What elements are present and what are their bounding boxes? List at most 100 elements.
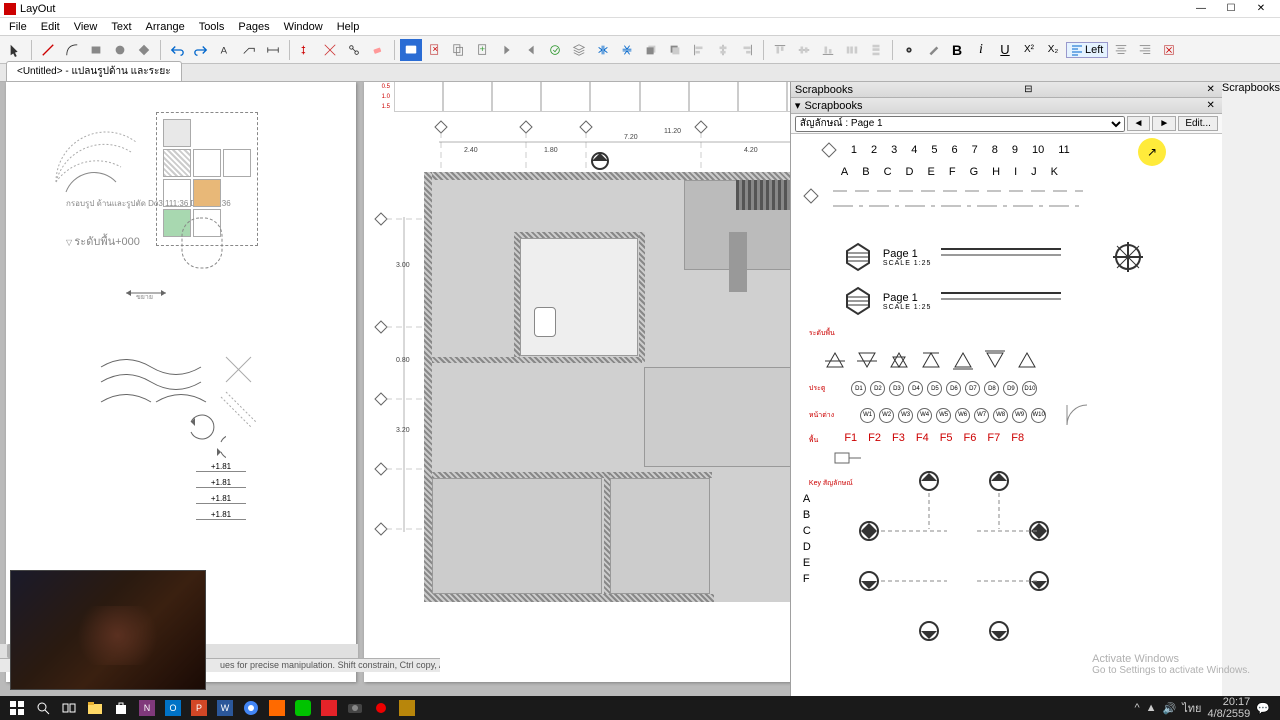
italic-button[interactable]: i [970, 39, 992, 61]
search-icon[interactable] [31, 698, 55, 718]
dup-page-button[interactable] [448, 39, 470, 61]
scrapbook-content[interactable]: 1234567891011 ABCDEFGHIJK Page 1SCALE 1:… [791, 134, 1222, 696]
flip-v-button[interactable] [616, 39, 638, 61]
app-icon-1[interactable] [265, 698, 289, 718]
next-page-button[interactable] [496, 39, 518, 61]
panel-side-tab[interactable]: Scrapbooks [1222, 82, 1280, 696]
line-icon[interactable] [291, 698, 315, 718]
align-bottom-button[interactable] [817, 39, 839, 61]
add-page-button[interactable]: × [424, 39, 446, 61]
door-symbols[interactable]: D1D2D3D4D5D6D7D8D9D10 [851, 381, 1037, 396]
panel-close-icon-2[interactable]: ✕ [1204, 100, 1218, 111]
split-tool[interactable] [319, 39, 341, 61]
sketchup-icon[interactable] [317, 698, 341, 718]
align-center-text-button[interactable] [1110, 39, 1132, 61]
store-icon[interactable] [109, 698, 133, 718]
redo-button[interactable] [190, 39, 212, 61]
taskbar[interactable]: N O P W ^ ▲ 🔊 ไทย 20:17 4/8/2559 💬 [0, 696, 1280, 720]
taskview-icon[interactable] [57, 698, 81, 718]
scrapbook-selector[interactable]: สัญลักษณ์ : Page 1 [795, 116, 1125, 132]
polygon-tool[interactable] [133, 39, 155, 61]
superscript-button[interactable]: X² [1018, 39, 1040, 61]
menu-tools[interactable]: Tools [192, 19, 232, 35]
finish-labels[interactable]: F1F2F3F4F5F6F7F8 [844, 432, 1024, 444]
powerpoint-icon[interactable]: P [187, 698, 211, 718]
panel-close-icon[interactable]: ✕ [1204, 84, 1218, 95]
text-align-selector[interactable]: Left [1066, 42, 1108, 58]
camera-icon[interactable] [343, 698, 367, 718]
tray-volume-icon[interactable]: 🔊 [1163, 702, 1177, 715]
undo-button[interactable] [166, 39, 188, 61]
panel-header-1[interactable]: Scrapbooks ⊟ ✕ [791, 82, 1222, 98]
align-right-button[interactable] [736, 39, 758, 61]
explorer-icon[interactable] [83, 698, 107, 718]
bold-button[interactable]: B [946, 39, 968, 61]
word-icon[interactable]: W [213, 698, 237, 718]
title-block-2[interactable]: Page 1SCALE 1:25 [843, 286, 1210, 316]
layout-taskbar-icon[interactable] [395, 698, 419, 718]
text-tool[interactable]: A [214, 39, 236, 61]
align-center-button[interactable] [712, 39, 734, 61]
clip-tool[interactable] [295, 39, 317, 61]
select-tool[interactable] [4, 39, 26, 61]
line-tool[interactable] [37, 39, 59, 61]
system-tray[interactable]: ^ ▲ 🔊 ไทย 20:17 4/8/2559 💬 [1134, 696, 1276, 720]
nav-next-button[interactable]: ► [1152, 116, 1176, 131]
style-apply-button[interactable] [922, 39, 944, 61]
subscript-button[interactable]: X₂ [1042, 39, 1064, 61]
outlook-icon[interactable]: O [161, 698, 185, 718]
align-top-button[interactable] [769, 39, 791, 61]
window-symbols[interactable]: W1W2W3W4W5W6W7W8W9W10 [860, 408, 1046, 423]
layers-button[interactable] [568, 39, 590, 61]
close-button[interactable]: ✕ [1246, 1, 1276, 17]
tray-lang-icon[interactable]: ไทย [1182, 699, 1201, 717]
send-back-button[interactable] [664, 39, 686, 61]
menu-file[interactable]: File [2, 19, 34, 35]
onenote-icon[interactable]: N [135, 698, 159, 718]
minimize-button[interactable]: — [1186, 1, 1216, 17]
prev-page-button[interactable]: + [472, 39, 494, 61]
panel-pin-icon[interactable]: ⊟ [1021, 84, 1035, 95]
close-text-button[interactable] [1158, 39, 1180, 61]
title-block-1[interactable]: Page 1SCALE 1:25 [843, 240, 1210, 274]
nav-prev-button[interactable]: ◄ [1127, 116, 1151, 131]
distribute-v-button[interactable] [865, 39, 887, 61]
align-left-button[interactable] [688, 39, 710, 61]
menu-text[interactable]: Text [104, 19, 138, 35]
style-dropper-button[interactable] [898, 39, 920, 61]
flip-h-button[interactable] [592, 39, 614, 61]
triangle-symbols[interactable] [823, 349, 1210, 371]
distribute-h-button[interactable] [841, 39, 863, 61]
page-nav-button[interactable] [520, 39, 542, 61]
tray-notifications-icon[interactable]: 💬 [1256, 702, 1270, 715]
menu-view[interactable]: View [67, 19, 105, 35]
tray-network-icon[interactable]: ▲ [1146, 702, 1157, 714]
align-right-text-button[interactable] [1134, 39, 1156, 61]
menu-pages[interactable]: Pages [231, 19, 276, 35]
align-middle-button[interactable] [793, 39, 815, 61]
panel-header-2[interactable]: ▾Scrapbooks ✕ [791, 98, 1222, 114]
maximize-button[interactable]: ☐ [1216, 1, 1246, 17]
join-tool[interactable] [343, 39, 365, 61]
circle-tool[interactable] [109, 39, 131, 61]
page-list-button[interactable] [544, 39, 566, 61]
underline-button[interactable]: U [994, 39, 1016, 61]
chrome-icon[interactable] [239, 698, 263, 718]
label-tool[interactable] [238, 39, 260, 61]
tray-chevron-icon[interactable]: ^ [1134, 702, 1139, 714]
presentation-button[interactable] [400, 39, 422, 61]
arc-tool[interactable] [61, 39, 83, 61]
menu-edit[interactable]: Edit [34, 19, 67, 35]
record-icon[interactable] [369, 698, 393, 718]
rect-tool[interactable] [85, 39, 107, 61]
erase-tool[interactable] [367, 39, 389, 61]
menu-help[interactable]: Help [330, 19, 367, 35]
dimension-tool[interactable] [262, 39, 284, 61]
menu-arrange[interactable]: Arrange [139, 19, 192, 35]
bring-front-button[interactable] [640, 39, 662, 61]
menu-window[interactable]: Window [277, 19, 330, 35]
start-button[interactable] [4, 698, 30, 718]
tab-untitled[interactable]: <Untitled> - แปลนรูปด้าน และระยะ [6, 61, 182, 81]
edit-button[interactable]: Edit... [1178, 116, 1218, 131]
menubar: File Edit View Text Arrange Tools Pages … [0, 18, 1280, 36]
